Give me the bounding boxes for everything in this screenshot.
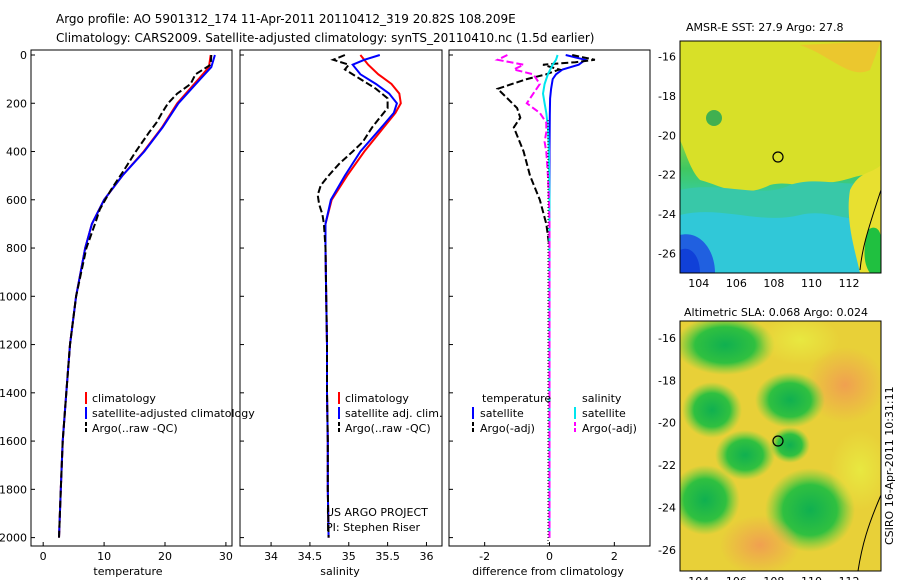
- map-y-tick-label: -24: [658, 501, 676, 514]
- temperature-xlabel: temperature: [93, 565, 162, 578]
- map-x-tick-label: 104: [688, 575, 709, 580]
- map-y-tick-label: -18: [658, 90, 676, 103]
- figure-title-line1: Argo profile: AO 5901312_174 11-Apr-2011…: [56, 12, 516, 26]
- legend-satellite-adjusted: satellite-adjusted climatology: [92, 407, 255, 420]
- sla-coastline: [857, 494, 882, 572]
- x-tick-label: 34: [264, 550, 278, 563]
- x-tick-label: 36: [419, 550, 433, 563]
- sst-map-title: AMSR-E SST: 27.9 Argo: 27.8: [686, 21, 844, 34]
- salinity-panel-frame: [239, 49, 443, 547]
- x-tick-label: 20: [158, 550, 172, 563]
- map-y-tick-label: -20: [658, 129, 676, 142]
- map-x-tick-label: 108: [763, 277, 784, 290]
- x-tick-label: 2: [611, 550, 618, 563]
- y-tick-label: 1800: [0, 483, 27, 496]
- y-tick-label: 1400: [0, 387, 27, 400]
- sst-argo-position-marker: [772, 151, 784, 163]
- sla-map-frame: [679, 320, 882, 572]
- map-x-tick-label: 106: [726, 277, 747, 290]
- series-climatology: [58, 54, 212, 538]
- series-satellite-adj-clim: [324, 54, 399, 538]
- y-tick-label: 800: [6, 242, 27, 255]
- legend-title-salinity: salinity: [582, 392, 622, 405]
- profile-lines: [58, 54, 596, 538]
- legend-temp-satellite: satellite: [480, 407, 524, 420]
- map-x-tick-label: 110: [801, 575, 822, 580]
- legend-climatology: climatology: [345, 392, 409, 405]
- map-y-tick-label: -20: [658, 417, 676, 430]
- legend-argo: Argo(..raw -QC): [345, 422, 431, 435]
- sst-map-frame: [679, 40, 882, 274]
- pi-label: PI: Stephen Riser: [326, 521, 421, 534]
- series-salinity-argo-adj: [494, 54, 551, 538]
- temperature-panel-frame: [30, 49, 233, 547]
- series-climatology: [324, 54, 402, 538]
- x-tick-label: 30: [219, 550, 233, 563]
- map-y-tick-label: -24: [658, 208, 676, 221]
- legend-argo: Argo(..raw -QC): [92, 422, 178, 435]
- map-y-tick-label: -16: [658, 51, 676, 64]
- y-tick-label: 400: [6, 146, 27, 159]
- legend-satellite-adj: satellite adj. clim.: [345, 407, 442, 420]
- series-satellite-adjusted-climatology: [58, 54, 216, 538]
- x-tick-label: 10: [97, 550, 111, 563]
- map-y-tick-label: -22: [658, 459, 676, 472]
- x-tick-label: 34.5: [298, 550, 323, 563]
- salinity-legend: climatology satellite adj. clim. Argo(..…: [338, 392, 442, 435]
- map-x-tick-label: 108: [763, 575, 784, 580]
- map-y-tick-label: -16: [658, 332, 676, 345]
- sla-argo-position-marker: [772, 435, 784, 447]
- y-tick-label: 200: [6, 97, 27, 110]
- legend-sal-argo: Argo(-adj): [582, 422, 637, 435]
- y-tick-label: 2000: [0, 532, 27, 545]
- series-temperature-satellite: [548, 54, 588, 538]
- y-tick-label: 600: [6, 194, 27, 207]
- map-x-tick-label: 110: [801, 277, 822, 290]
- y-tick-label: 1200: [0, 339, 27, 352]
- y-tick-label: 1000: [0, 290, 27, 303]
- map-y-tick-label: -26: [658, 544, 676, 557]
- map-x-tick-label: 112: [839, 575, 860, 580]
- temperature-legend: climatology satellite-adjusted climatolo…: [85, 392, 255, 435]
- map-x-tick-label: 112: [839, 277, 860, 290]
- x-tick-label: 35.5: [375, 550, 400, 563]
- sst-coastline: [859, 189, 882, 271]
- x-tick-label: 0: [40, 550, 47, 563]
- map-x-tick-label: 106: [726, 575, 747, 580]
- legend-temp-argo: Argo(-adj): [480, 422, 535, 435]
- y-tick-label: 0: [20, 49, 27, 62]
- map-x-tick-label: 104: [688, 277, 709, 290]
- x-tick-label: 35: [342, 550, 356, 563]
- legend-sal-satellite: satellite: [582, 407, 626, 420]
- x-tick-label: 0: [546, 550, 553, 563]
- sla-map-title: Altimetric SLA: 0.068 Argo: 0.024: [684, 306, 868, 319]
- sst-map-image: [680, 41, 881, 273]
- project-label: US ARGO PROJECT: [326, 506, 428, 519]
- x-tick-label: -2: [479, 550, 490, 563]
- timestamp-side-label: CSIRO 16-Apr-2011 10:31:11: [883, 386, 896, 545]
- difference-legend: temperature salinity satellite Argo(-adj…: [472, 392, 637, 435]
- y-tick-label: 1600: [0, 435, 27, 448]
- map-y-tick-label: -26: [658, 247, 676, 260]
- difference-xlabel: difference from climatology: [472, 565, 624, 578]
- legend-title-temperature: temperature: [482, 392, 551, 405]
- map-y-tick-label: -22: [658, 169, 676, 182]
- map-y-tick-label: -18: [658, 374, 676, 387]
- series-argo-raw-qc: [316, 54, 389, 538]
- figure-title-line2: Climatology: CARS2009. Satellite-adjuste…: [56, 31, 594, 45]
- legend-climatology: climatology: [92, 392, 156, 405]
- salinity-xlabel: salinity: [320, 565, 360, 578]
- series-argo-raw-qc: [58, 54, 213, 538]
